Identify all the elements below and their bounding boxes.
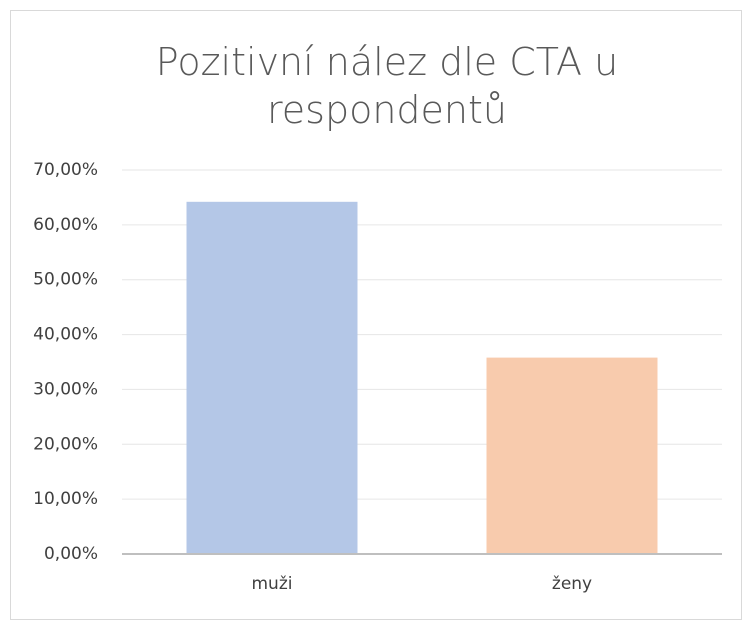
- y-tick-label: 10,00%: [33, 489, 98, 509]
- y-tick-label: 70,00%: [33, 160, 98, 180]
- bar: [186, 201, 358, 554]
- x-tick-label: ženy: [552, 574, 592, 594]
- y-tick-label: 20,00%: [33, 434, 98, 454]
- x-tick-label: muži: [252, 574, 293, 594]
- bar: [486, 357, 658, 554]
- y-tick-label: 0,00%: [44, 544, 98, 564]
- chart-title: Pozitivní nález dle CTA u respondentů: [155, 40, 619, 132]
- y-tick-label: 30,00%: [33, 379, 98, 399]
- y-tick-label: 50,00%: [33, 270, 98, 290]
- y-tick-label: 60,00%: [33, 215, 98, 235]
- y-tick-label: 40,00%: [33, 325, 98, 345]
